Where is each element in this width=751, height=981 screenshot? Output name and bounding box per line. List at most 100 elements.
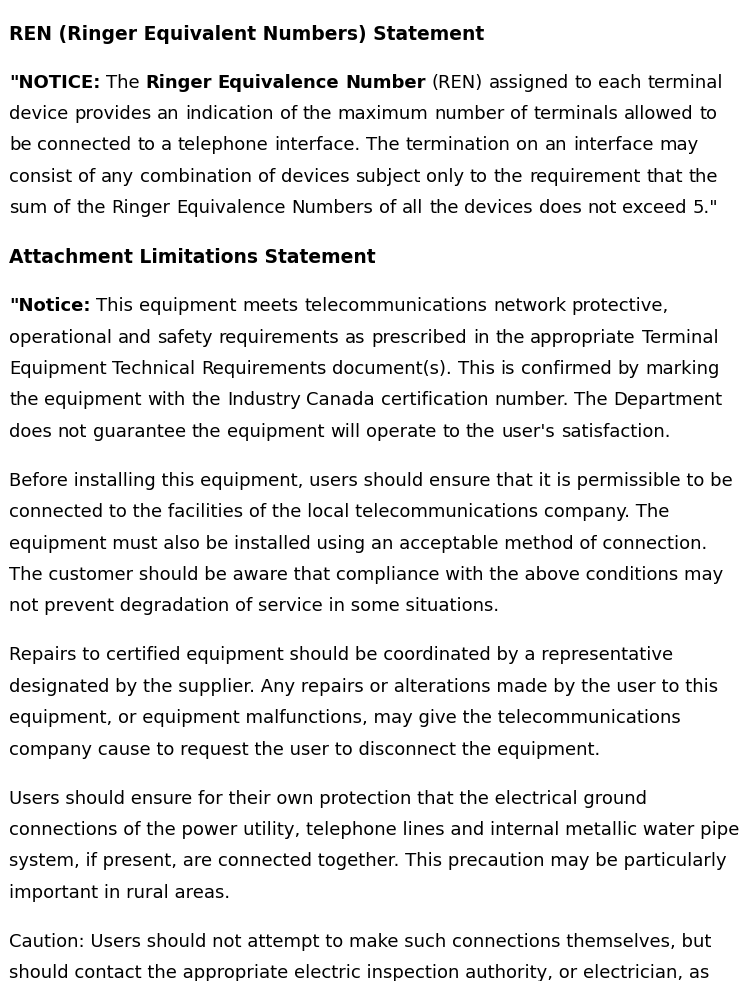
- Text: equipment: equipment: [139, 297, 237, 315]
- Text: designated by the supplier. Any repairs or alterations made by the user to this: designated by the supplier. Any repairs …: [9, 678, 718, 696]
- Text: important in rural areas.: important in rural areas.: [9, 884, 230, 902]
- Text: should contact the appropriate electric inspection authority, or electrician, as: should contact the appropriate electric …: [9, 964, 710, 981]
- Text: is: is: [501, 360, 515, 378]
- Text: certification: certification: [381, 391, 488, 409]
- Text: of: of: [53, 199, 71, 217]
- Text: all: all: [402, 199, 424, 217]
- Text: on: on: [517, 136, 538, 154]
- Text: equipment, or equipment malfunctions, may give the telecommunications: equipment, or equipment malfunctions, ma…: [9, 709, 680, 727]
- Text: of: of: [379, 199, 396, 217]
- Text: the: the: [9, 391, 38, 409]
- Text: terminals: terminals: [533, 105, 618, 123]
- Text: document(s).: document(s).: [333, 360, 452, 378]
- Text: 5.": 5.": [692, 199, 718, 217]
- Text: with: with: [147, 391, 185, 409]
- Text: device: device: [9, 105, 68, 123]
- Text: not: not: [587, 199, 617, 217]
- Text: Before installing this equipment, users should ensure that it is permissible to : Before installing this equipment, users …: [9, 472, 733, 490]
- Text: sum: sum: [9, 199, 47, 217]
- Text: to: to: [470, 168, 488, 185]
- Text: meets: meets: [243, 297, 298, 315]
- Text: telecommunications: telecommunications: [304, 297, 487, 315]
- Text: combination: combination: [140, 168, 252, 185]
- Text: devices: devices: [464, 199, 533, 217]
- Text: connected to the facilities of the local telecommunications company. The: connected to the facilities of the local…: [9, 503, 669, 521]
- Text: an: an: [544, 136, 567, 154]
- Text: Caution: Users should not attempt to make such connections themselves, but: Caution: Users should not attempt to mak…: [9, 933, 711, 951]
- Text: Department: Department: [614, 391, 722, 409]
- Text: subject: subject: [355, 168, 421, 185]
- Text: does: does: [538, 199, 581, 217]
- Text: each: each: [598, 74, 641, 91]
- Text: "NOTICE:: "NOTICE:: [9, 74, 101, 91]
- Text: interface: interface: [573, 136, 653, 154]
- Text: marking: marking: [645, 360, 719, 378]
- Text: the: the: [192, 391, 221, 409]
- Text: an: an: [157, 105, 179, 123]
- Text: (REN): (REN): [431, 74, 483, 91]
- Text: allowed: allowed: [624, 105, 694, 123]
- Text: prescribed: prescribed: [372, 329, 467, 346]
- Text: termination: termination: [406, 136, 511, 154]
- Text: connected: connected: [38, 136, 131, 154]
- Text: company cause to request the user to disconnect the equipment.: company cause to request the user to dis…: [9, 741, 600, 758]
- Text: This: This: [458, 360, 495, 378]
- Text: guarantee: guarantee: [93, 423, 186, 440]
- Text: the: the: [688, 168, 718, 185]
- Text: equipment: equipment: [44, 391, 142, 409]
- Text: Equivalence: Equivalence: [218, 74, 339, 91]
- Text: Repairs to certified equipment should be coordinated by a representative: Repairs to certified equipment should be…: [9, 646, 673, 664]
- Text: indication: indication: [185, 105, 274, 123]
- Text: any: any: [101, 168, 134, 185]
- Text: satisfaction.: satisfaction.: [561, 423, 670, 440]
- Text: that: that: [646, 168, 683, 185]
- Text: will: will: [330, 423, 360, 440]
- Text: Equipment: Equipment: [9, 360, 107, 378]
- Text: protective,: protective,: [572, 297, 669, 315]
- Text: devices: devices: [281, 168, 349, 185]
- Text: the: the: [466, 423, 496, 440]
- Text: Technical: Technical: [113, 360, 195, 378]
- Text: a: a: [161, 136, 172, 154]
- Text: maximum: maximum: [338, 105, 429, 123]
- Text: Users should ensure for their own protection that the electrical ground: Users should ensure for their own protec…: [9, 790, 647, 807]
- Text: consist: consist: [9, 168, 72, 185]
- Text: may: may: [659, 136, 698, 154]
- Text: The: The: [575, 391, 608, 409]
- Text: Ringer: Ringer: [111, 199, 170, 217]
- Text: assigned: assigned: [488, 74, 569, 91]
- Text: the: the: [493, 168, 523, 185]
- Text: of: of: [279, 105, 297, 123]
- Text: confirmed: confirmed: [521, 360, 611, 378]
- Text: only: only: [426, 168, 464, 185]
- Text: terminal: terminal: [647, 74, 723, 91]
- Text: system, if present, are connected together. This precaution may be particularly: system, if present, are connected togeth…: [9, 852, 727, 870]
- Text: exceed: exceed: [623, 199, 687, 217]
- Text: and: and: [118, 329, 152, 346]
- Text: Terminal: Terminal: [641, 329, 718, 346]
- Text: This: This: [96, 297, 133, 315]
- Text: safety: safety: [158, 329, 213, 346]
- Text: network: network: [493, 297, 566, 315]
- Text: operational: operational: [9, 329, 112, 346]
- Text: user's: user's: [501, 423, 555, 440]
- Text: by: by: [617, 360, 640, 378]
- Text: Ringer: Ringer: [146, 74, 212, 91]
- Text: to: to: [575, 74, 593, 91]
- Text: appropriate: appropriate: [530, 329, 636, 346]
- Text: operate: operate: [366, 423, 436, 440]
- Text: The customer should be aware that compliance with the above conditions may: The customer should be aware that compli…: [9, 566, 723, 584]
- Text: telephone: telephone: [178, 136, 269, 154]
- Text: Attachment Limitations Statement: Attachment Limitations Statement: [9, 248, 376, 267]
- Text: Equivalence: Equivalence: [176, 199, 285, 217]
- Text: the: the: [192, 423, 221, 440]
- Text: Industry: Industry: [227, 391, 300, 409]
- Text: equipment: equipment: [227, 423, 324, 440]
- Text: the: the: [76, 199, 105, 217]
- Text: of: of: [258, 168, 275, 185]
- Text: equipment must also be installed using an acceptable method of connection.: equipment must also be installed using a…: [9, 535, 707, 552]
- Text: does: does: [9, 423, 52, 440]
- Text: the: the: [303, 105, 332, 123]
- Text: Canada: Canada: [306, 391, 375, 409]
- Text: "Notice:: "Notice:: [9, 297, 91, 315]
